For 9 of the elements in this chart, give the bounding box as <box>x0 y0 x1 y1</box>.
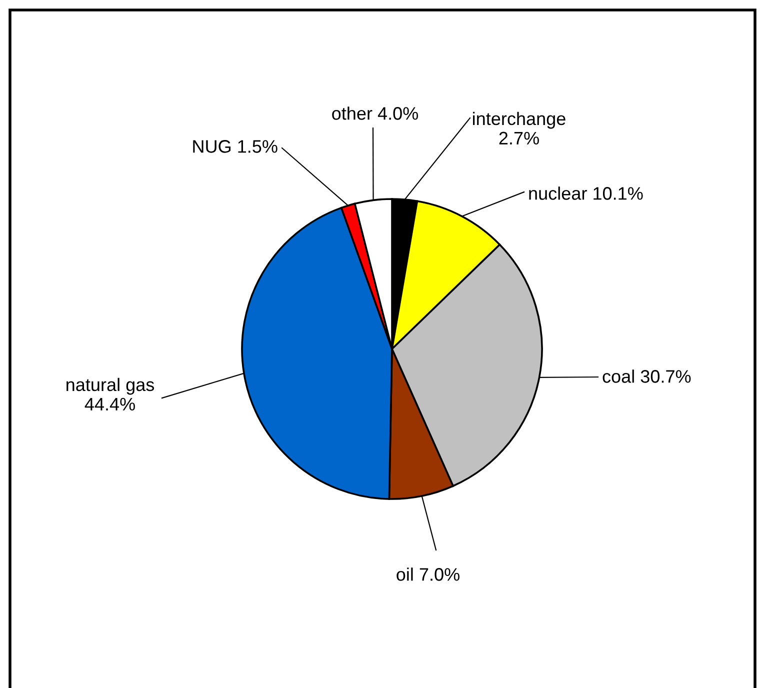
slice-label: nuclear 10.1% <box>529 186 643 200</box>
data-label: 44.4% <box>84 398 135 410</box>
slice-label: interchange <box>473 112 566 129</box>
slice-label: oil 7.0% <box>396 568 460 581</box>
slice-label: natural gas <box>66 378 154 395</box>
slice-label: other 4.0% <box>332 106 418 120</box>
slice-label: NUG 1.5% <box>193 140 278 153</box>
slice-label: coal 30.7% <box>602 370 691 383</box>
data-label: 2.7% <box>499 132 539 144</box>
